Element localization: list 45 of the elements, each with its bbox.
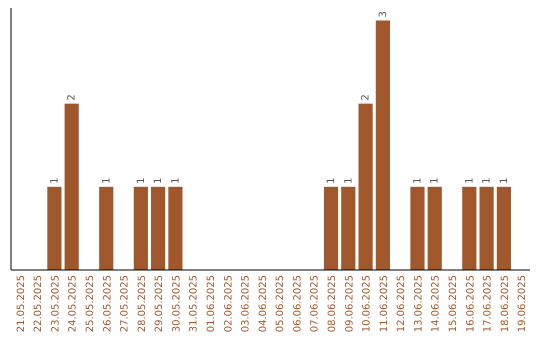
data-label: 1 (49, 177, 60, 184)
x-tick-label: 02.06.2025 (223, 275, 234, 332)
x-tick-label: 16.06.2025 (465, 275, 476, 332)
data-label: 1 (170, 177, 182, 184)
x-tick-label: 18.06.2025 (500, 275, 511, 332)
data-label: 3 (378, 11, 389, 18)
x-tick-label: 30.05.2025 (171, 275, 182, 332)
data-label: 1 (326, 177, 338, 184)
x-tick-label: 15.06.2025 (448, 275, 460, 332)
x-tick-label: 09.06.2025 (344, 275, 356, 332)
data-label: 1 (343, 177, 354, 184)
x-tick-label: 04.06.2025 (258, 275, 269, 332)
x-tick-label: 11.06.2025 (378, 275, 390, 332)
x-tick-label: 24.05.2025 (68, 275, 79, 332)
data-label: 2 (360, 94, 372, 101)
data-label: 1 (412, 177, 424, 184)
data-label: 2 (66, 94, 78, 101)
data-label: 1 (430, 177, 441, 184)
x-tick-label: 21.05.2025 (16, 275, 27, 332)
x-tick-label: 27.05.2025 (120, 275, 131, 332)
data-label: 1 (498, 177, 510, 184)
x-tick-label: 12.06.2025 (396, 275, 408, 332)
x-tick-label: 08.06.2025 (327, 275, 338, 332)
x-tick-label: 26.05.2025 (102, 275, 114, 332)
x-tick-label: 14.06.2025 (430, 275, 442, 332)
x-tick-label: 06.06.2025 (292, 275, 304, 332)
x-tick-label: 25.05.2025 (84, 275, 96, 332)
x-tick-label: 29.05.2025 (154, 275, 166, 332)
x-tick-label: 10.06.2025 (362, 275, 373, 332)
x-tick-label: 13.06.2025 (413, 275, 424, 332)
x-tick-label: 05.06.2025 (275, 275, 286, 332)
x-tick-label: 31.05.2025 (188, 275, 200, 332)
data-label: 1 (136, 177, 147, 184)
x-tick-label: 03.06.2025 (240, 275, 252, 332)
x-tick-label: 17.06.2025 (482, 275, 494, 332)
x-tick-label: 07.06.2025 (310, 275, 321, 332)
x-tick-label: 01.06.2025 (206, 275, 217, 332)
x-tick-label: 23.05.2025 (50, 275, 62, 332)
data-label: 1 (464, 177, 476, 184)
x-tick-label: 28.05.2025 (136, 275, 148, 332)
data-label: 1 (101, 177, 112, 184)
x-tick-label: 19.06.2025 (517, 275, 528, 332)
data-label: 1 (482, 177, 493, 184)
data-label: 1 (153, 177, 164, 184)
x-tick-label: 22.05.2025 (33, 275, 44, 332)
